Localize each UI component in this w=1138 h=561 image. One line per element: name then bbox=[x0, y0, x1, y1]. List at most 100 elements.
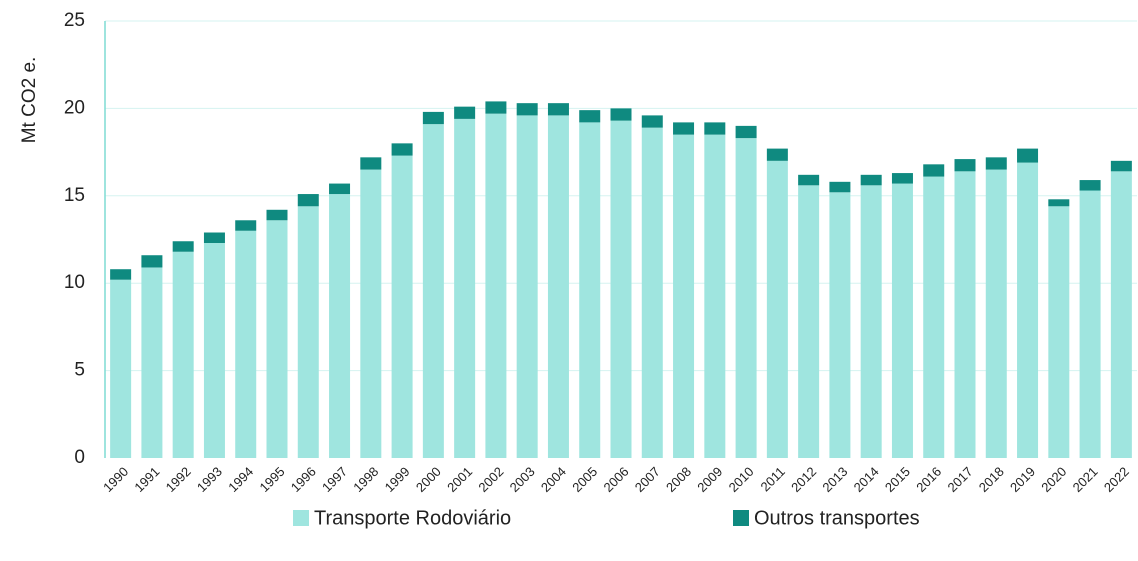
x-tick-label: 1998 bbox=[350, 464, 381, 495]
bar-segment bbox=[360, 157, 382, 170]
x-tick-label: 2010 bbox=[726, 464, 757, 495]
x-tick-label: 1999 bbox=[382, 464, 413, 495]
bar-segment bbox=[704, 122, 726, 135]
x-tick-label: 1994 bbox=[225, 464, 256, 495]
bar-segment bbox=[1110, 171, 1132, 458]
bar-segment bbox=[454, 106, 476, 119]
x-tick-label: 2007 bbox=[632, 464, 663, 495]
bar-segment bbox=[360, 169, 382, 458]
bar-segment bbox=[923, 164, 945, 177]
x-tick-label: 2011 bbox=[758, 464, 788, 494]
x-tick-label: 2019 bbox=[1007, 464, 1038, 495]
bar-segment bbox=[485, 113, 507, 459]
x-tick-label: 2000 bbox=[413, 464, 444, 495]
x-tick-label: 2004 bbox=[538, 464, 569, 495]
bar-segment bbox=[579, 122, 601, 458]
bar-segment bbox=[766, 148, 788, 161]
bar-segment bbox=[1079, 190, 1101, 458]
bar-segment bbox=[610, 120, 632, 459]
bar-segment bbox=[1048, 199, 1070, 207]
bar-segment bbox=[610, 108, 632, 121]
x-tick-label: 2002 bbox=[475, 464, 506, 495]
bar-segment bbox=[985, 169, 1007, 458]
x-tick-label: 2013 bbox=[819, 464, 850, 495]
y-tick-label: 5 bbox=[74, 360, 85, 381]
x-tick-label: 2021 bbox=[1070, 464, 1101, 495]
y-axis-label: Mt CO2 e. bbox=[19, 57, 40, 144]
bar-segment bbox=[704, 134, 726, 458]
bar-segment bbox=[203, 232, 225, 243]
bar-segment bbox=[798, 185, 820, 458]
bar-segment bbox=[141, 255, 163, 268]
bar-segment bbox=[235, 230, 257, 458]
x-tick-label: 2005 bbox=[569, 464, 600, 495]
bar-segment bbox=[422, 124, 444, 458]
bar-segment bbox=[1079, 180, 1101, 191]
bar-segment bbox=[891, 183, 913, 458]
y-tick-label: 20 bbox=[64, 97, 85, 118]
y-tick-label: 10 bbox=[64, 272, 85, 293]
x-tick-label: 2003 bbox=[507, 464, 538, 495]
bar-segment bbox=[235, 220, 257, 231]
legend-label: Transporte Rodoviário bbox=[314, 507, 511, 529]
bar-segment bbox=[297, 206, 319, 458]
bar-segment bbox=[110, 279, 132, 458]
bar-segment bbox=[454, 118, 476, 458]
x-tick-label: 1992 bbox=[163, 464, 194, 495]
x-tick-label: 1993 bbox=[194, 464, 225, 495]
bar-segment bbox=[203, 242, 225, 458]
bar-segment bbox=[641, 115, 663, 128]
bar-segment bbox=[141, 267, 163, 458]
bar-segment bbox=[1017, 162, 1039, 458]
bar-segment bbox=[954, 159, 976, 172]
bar-segment bbox=[1017, 148, 1039, 163]
bar-segment bbox=[673, 122, 695, 135]
y-tick-label: 15 bbox=[64, 185, 85, 206]
bar-segment bbox=[923, 176, 945, 458]
legend-swatch bbox=[293, 510, 309, 526]
bar-segment bbox=[172, 241, 194, 252]
bar-segment bbox=[891, 173, 913, 184]
x-tick-label: 2016 bbox=[913, 464, 944, 495]
x-tick-label: 2012 bbox=[788, 464, 819, 495]
x-tick-label: 2018 bbox=[976, 464, 1007, 495]
bar-segment bbox=[735, 125, 757, 139]
bar-segment bbox=[516, 115, 538, 458]
bar-segment bbox=[516, 103, 538, 116]
bar-segment bbox=[641, 127, 663, 459]
bar-segment bbox=[1048, 206, 1070, 458]
x-tick-label: 1990 bbox=[100, 464, 131, 495]
x-tick-label: 2017 bbox=[944, 464, 975, 495]
bar-segment bbox=[297, 194, 319, 207]
bar-segment bbox=[547, 115, 569, 458]
bar-segment bbox=[766, 160, 788, 458]
bar-segment bbox=[266, 209, 288, 221]
x-tick-label: 1996 bbox=[288, 464, 319, 495]
bar-segment bbox=[172, 251, 194, 458]
bar-segment bbox=[329, 194, 351, 458]
x-tick-label: 1991 bbox=[131, 464, 162, 495]
bar-segment bbox=[266, 220, 288, 458]
x-tick-label: 2008 bbox=[663, 464, 694, 495]
bar-segment bbox=[829, 181, 851, 193]
x-tick-label: 2001 bbox=[444, 464, 475, 495]
bar-segment bbox=[547, 103, 569, 116]
bar-segment bbox=[422, 111, 444, 125]
x-tick-label: 2015 bbox=[882, 464, 913, 495]
legend-label: Outros transportes bbox=[754, 507, 920, 529]
x-tick-label: 1997 bbox=[319, 464, 350, 495]
bar-segment bbox=[485, 101, 507, 114]
bar-segment bbox=[391, 143, 413, 156]
x-tick-label: 1995 bbox=[256, 464, 287, 495]
bar-segment bbox=[860, 174, 882, 186]
bar-segment bbox=[579, 110, 601, 123]
bar-segment bbox=[110, 269, 132, 280]
bar-segment bbox=[735, 138, 757, 458]
x-tick-label: 2014 bbox=[851, 464, 882, 495]
legend-swatch bbox=[733, 510, 749, 526]
bar-segment bbox=[985, 157, 1007, 170]
bar-segment bbox=[954, 171, 976, 458]
x-tick-label: 2020 bbox=[1038, 464, 1069, 495]
x-tick-label: 2009 bbox=[694, 464, 725, 495]
